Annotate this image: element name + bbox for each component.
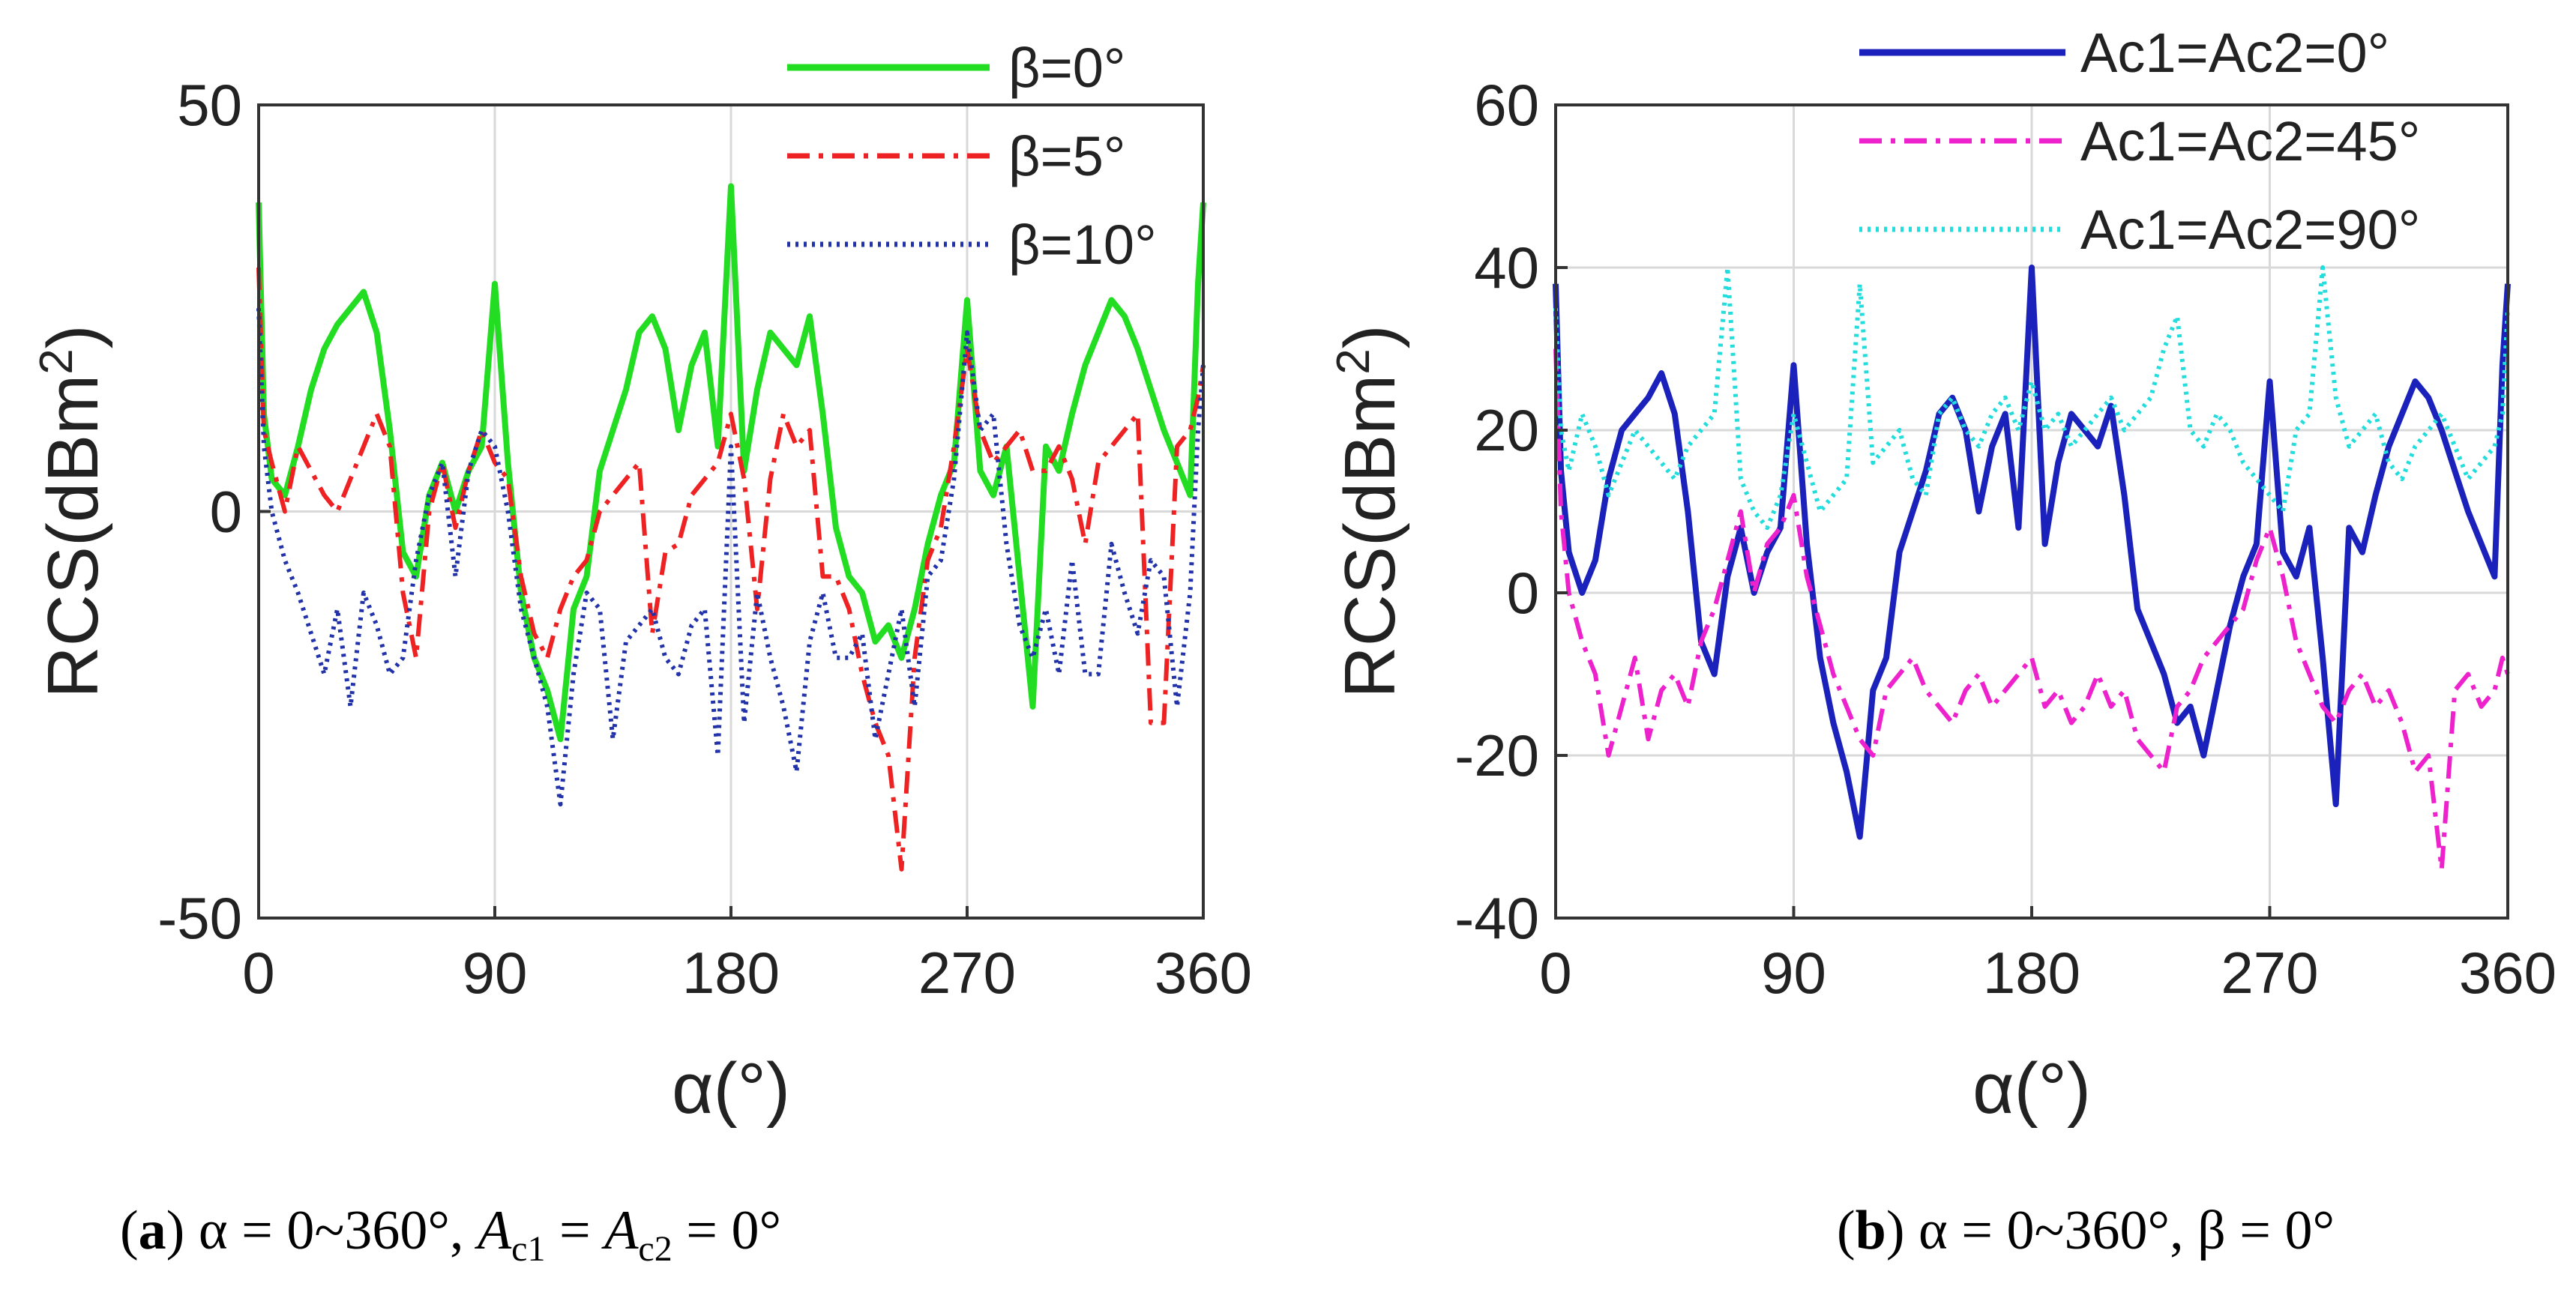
x-axis-label: α(°) [672,1048,790,1129]
caption-a-eq: = [545,1200,605,1261]
caption-a-sub2: c2 [638,1228,672,1269]
x-tick-label: 360 [1155,940,1252,1006]
chart-panel-b: 0 90 180 270 360 -40 -20 0 20 40 60 α(°) RCS(dBm2) Ac… [1328,22,2557,1129]
series-line-1 [256,183,1206,743]
x-tick-label: 90 [463,940,528,1006]
x-tick-label: 90 [1761,940,1826,1006]
caption-a-label: a [138,1200,166,1261]
y-tick-label: 20 [1474,397,1539,463]
series-line-1 [1553,265,2511,840]
x-tick-label: 180 [682,940,780,1006]
x-tick-label: 180 [1983,940,2080,1006]
series-line-3 [1553,265,2510,531]
caption-a-end: = 0° [672,1200,782,1261]
y-tick-label: 0 [1507,560,1539,626]
x-axis-label: α(°) [1972,1048,2091,1129]
y-tick-label: 50 [177,72,242,138]
caption-a-var2: A [604,1200,639,1261]
legend-label-1: Ac1=Ac2=0° [2080,22,2389,84]
y-tick-label: 40 [1474,235,1539,301]
caption-a: (a) α = 0~360°, Ac1 = Ac2 = 0° [120,1200,782,1269]
y-tick-label: -40 [1454,885,1539,951]
caption-b: (b) α = 0~360°, β = 0° [1837,1200,2335,1261]
series-line-2 [1553,348,2510,872]
y-axis-label: RCS(dBm2) [31,325,113,698]
legend-label-3: β=10° [1008,214,1157,276]
caption-b-label: b [1855,1200,1886,1261]
legend-label-2: β=5° [1008,125,1126,187]
series-line-2 [256,267,1206,872]
x-tick-label: 0 [242,940,274,1006]
y-tick-label: -20 [1454,722,1539,788]
x-tick-label: 270 [2221,940,2318,1006]
caption-a-text: α = 0~360°, [184,1200,478,1261]
y-tick-label: -50 [157,885,242,951]
y-tick-label: 60 [1474,72,1539,138]
y-tick-label: 0 [210,479,242,545]
legend-label-1: β=0° [1008,37,1126,99]
legend-label-3: Ac1=Ac2=90° [2080,199,2420,261]
caption-a-var1: A [477,1200,512,1261]
x-tick-label: 360 [2459,940,2557,1006]
series-line-3 [256,308,1206,807]
caption-b-text: α = 0~360°, β = 0° [1904,1200,2335,1261]
chart-panel-a: 0 90 180 270 360-50050α(°)RCS(dBm2)β=0°β=5°β… [31,37,1252,1129]
x-tick-label: 270 [918,940,1016,1006]
x-tick-label: 0 [1539,940,1571,1006]
y-axis-label: RCS(dBm2) [1328,325,1410,698]
legend-label-2: Ac1=Ac2=45° [2080,110,2420,172]
caption-a-sub1: c1 [511,1228,546,1269]
